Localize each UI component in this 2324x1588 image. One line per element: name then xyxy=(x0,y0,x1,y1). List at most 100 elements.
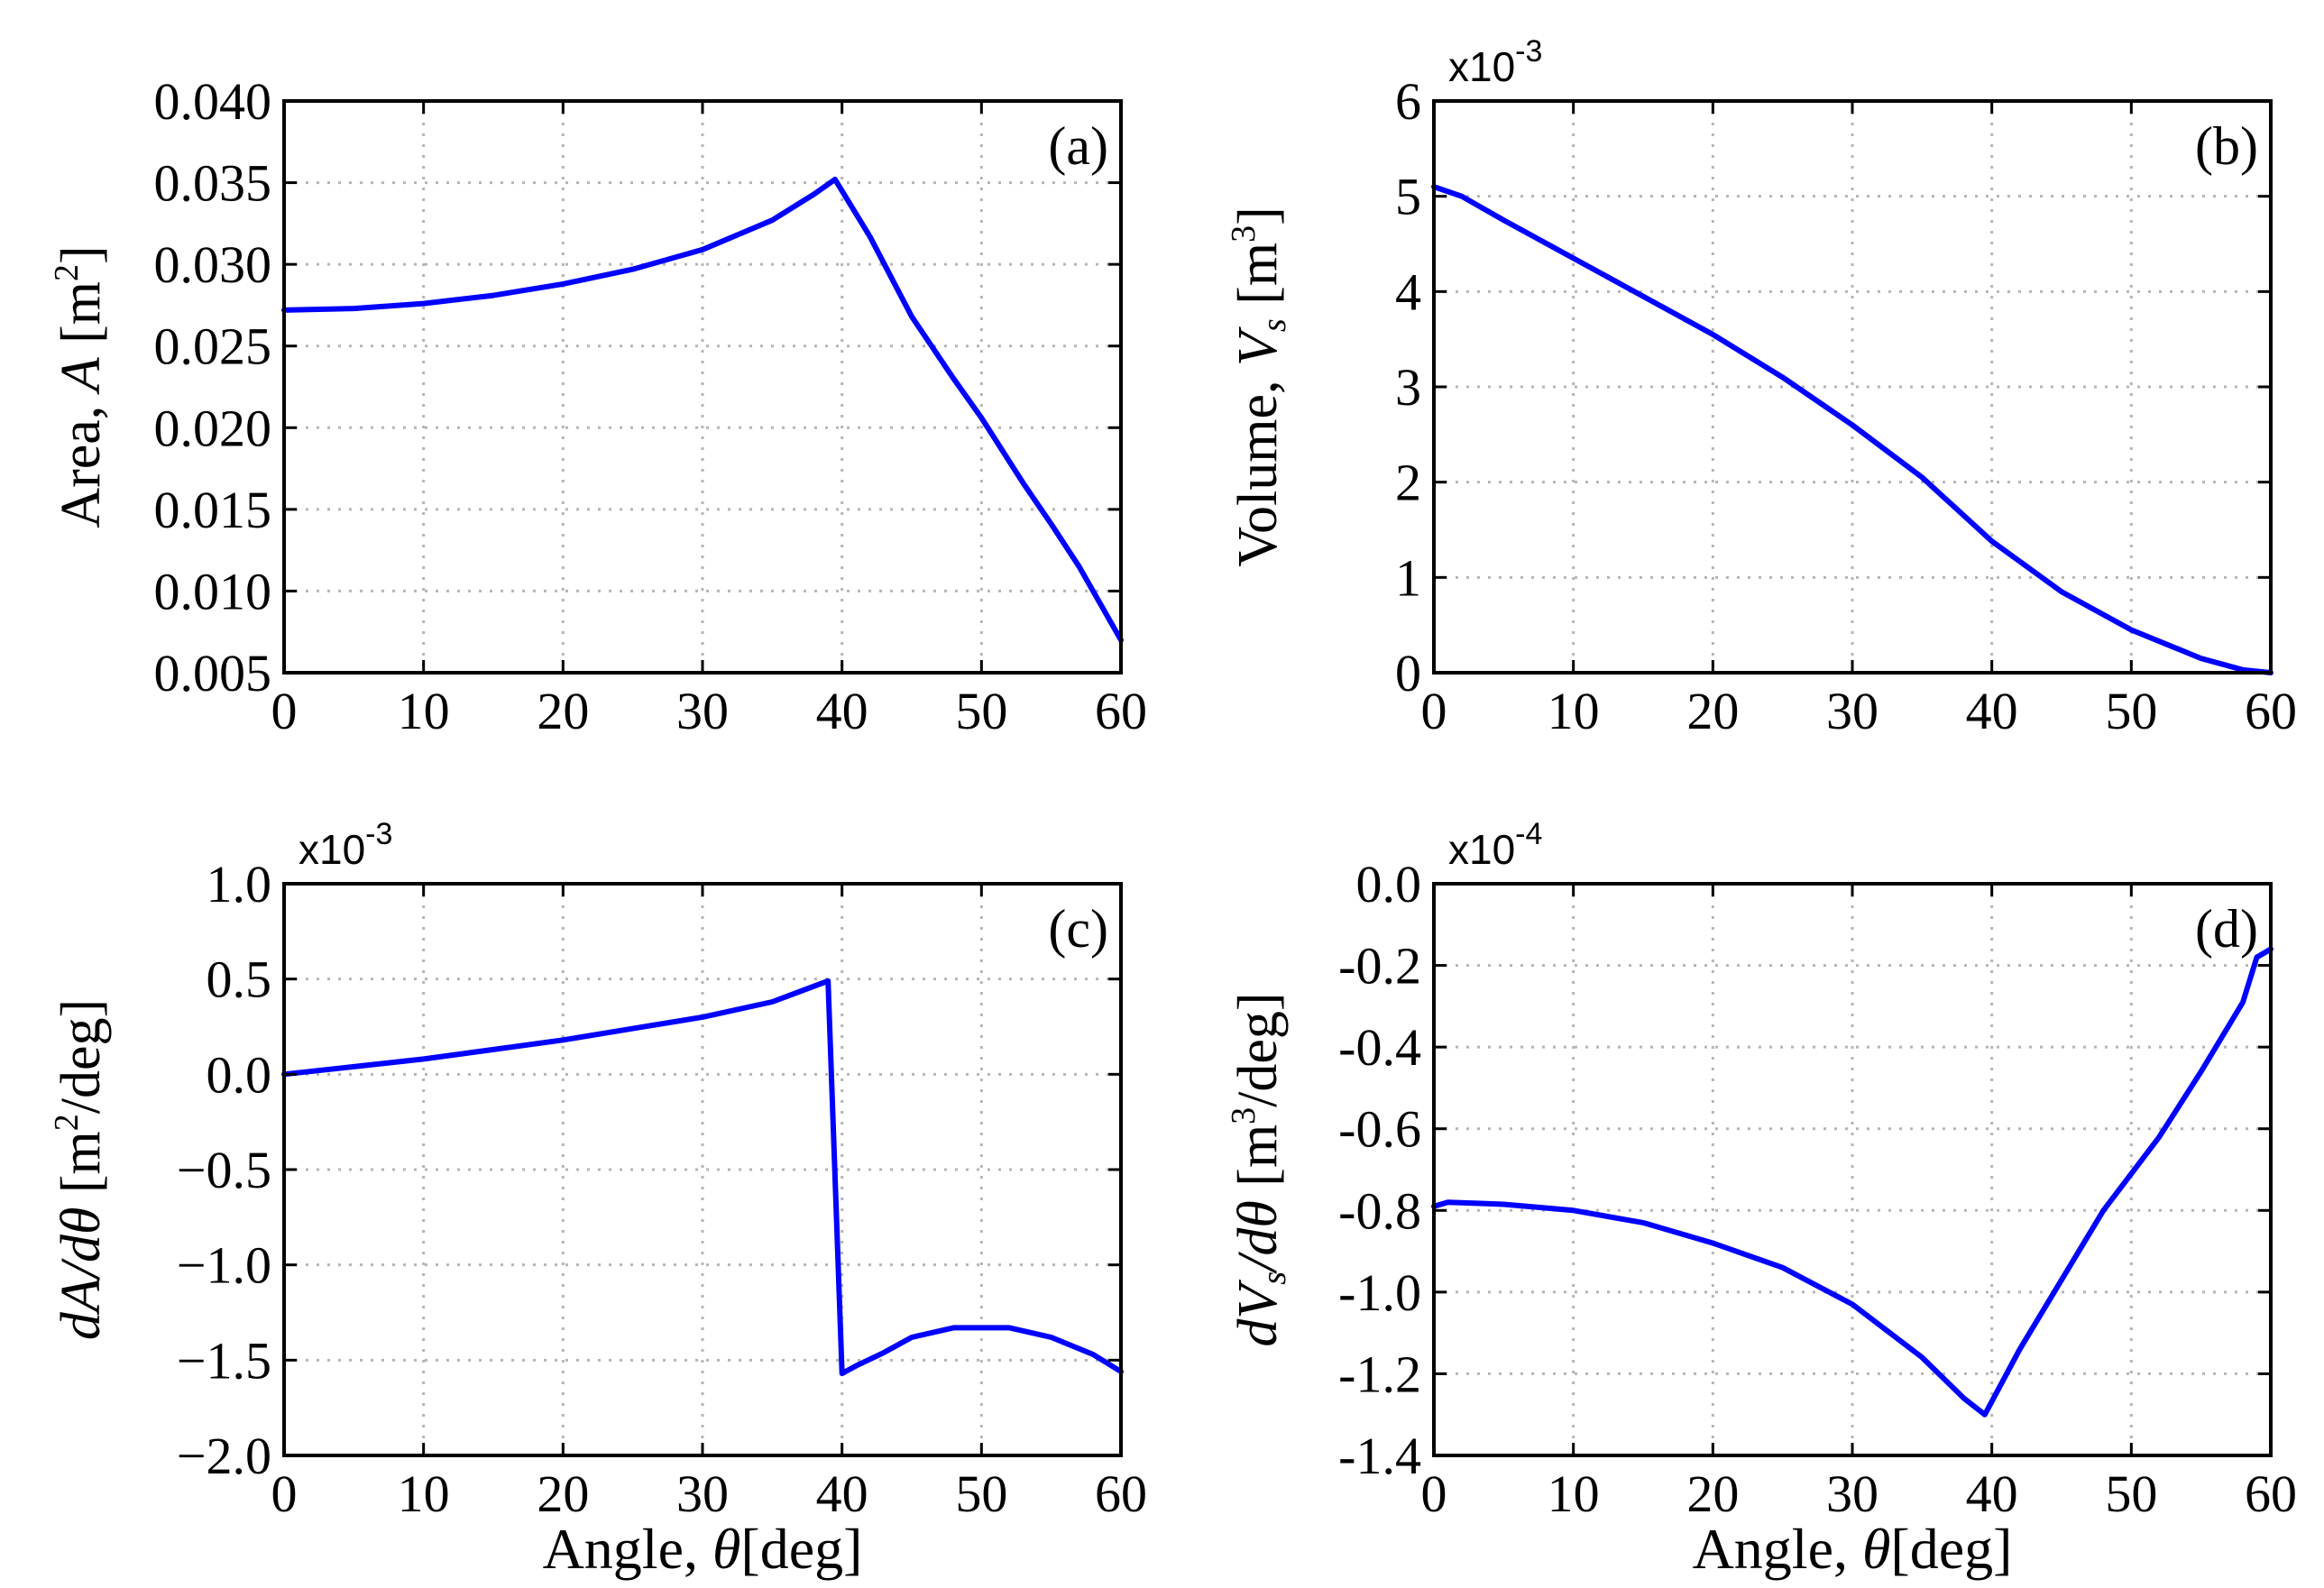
ylabel-subscript: s xyxy=(1255,318,1293,332)
chart-panel-1: 0 10 20 30 40 50 60 0.005 0.010 0.015 0.020 0.025 0.… xyxy=(48,72,1147,740)
ylabel-symbol: A xyxy=(51,356,112,395)
x-tick-label: 30 xyxy=(676,682,729,740)
x-tick-label: 40 xyxy=(816,1464,868,1523)
ylabel-superscript: 3 xyxy=(1225,225,1263,243)
x-tick-label: 40 xyxy=(1966,1464,2018,1523)
y-tick-label: 6 xyxy=(1395,72,1421,131)
ylabel-unit: [m xyxy=(51,1131,112,1207)
y-tick-label: 1.0 xyxy=(207,855,272,913)
y-tick-label: −0.5 xyxy=(177,1141,271,1199)
x-tick-label: 20 xyxy=(1686,682,1739,740)
y-tick-label: 0.035 xyxy=(154,154,272,213)
x-tick-label: 20 xyxy=(537,682,589,740)
ylabel-superscript: 2 xyxy=(48,1114,86,1131)
x-tick-label: 0 xyxy=(271,1464,298,1523)
y-tick-label: 0.010 xyxy=(154,562,272,620)
y-tick-label: 0.030 xyxy=(154,235,272,294)
y-tick-label: -0.8 xyxy=(1338,1181,1421,1240)
ylabel-close: ] xyxy=(51,245,112,264)
x-axis-label: Angle, θ[deg] xyxy=(543,1517,863,1581)
x-tick-label: 10 xyxy=(1548,1464,1600,1523)
y-tick-label: 0.025 xyxy=(154,317,272,376)
ylabel-symbol: V xyxy=(1227,326,1289,366)
x-tick-label: 20 xyxy=(1686,1464,1739,1523)
x-tick-label: 10 xyxy=(398,1464,450,1523)
y-tick-label: 1 xyxy=(1395,548,1421,607)
xlabel-prefix: Angle, xyxy=(543,1517,712,1581)
x-tick-label: 50 xyxy=(2105,1464,2157,1523)
x-tick-label: 50 xyxy=(2105,682,2157,740)
ylabel-prefix: Volume, xyxy=(1227,366,1289,567)
y-tick-label: 5 xyxy=(1395,168,1421,226)
y-tick-label: 0.005 xyxy=(154,644,272,702)
y-axis-label: Volume, Vs [m3] xyxy=(1225,207,1293,566)
y-axis-label: Area, A [m2] xyxy=(48,245,112,528)
y-tick-label: −1.5 xyxy=(177,1331,271,1390)
ylabel-unit: [m xyxy=(51,281,112,357)
ylabel-unit: [m xyxy=(1227,243,1289,318)
y-tick-label: 0.5 xyxy=(207,950,272,1009)
plot-frame xyxy=(282,882,1123,1457)
y-tick-label: −1.0 xyxy=(177,1236,271,1295)
multiplier-exponent: -3 xyxy=(1515,34,1542,69)
ylabel-subscript: s xyxy=(1255,1271,1293,1285)
x-tick-label: 40 xyxy=(816,682,868,740)
multiplier-base: x10 xyxy=(1448,43,1515,90)
x-tick-label: 10 xyxy=(1548,682,1600,740)
x-tick-label: 30 xyxy=(676,1464,729,1523)
x-tick-label: 30 xyxy=(1826,682,1878,740)
ylabel-unit: [m xyxy=(1227,1124,1289,1200)
y-tick-label: -1.2 xyxy=(1338,1345,1421,1403)
y-tick-label: -0.4 xyxy=(1338,1018,1421,1077)
multiplier-exponent: -4 xyxy=(1515,817,1542,851)
panel-label: (c) xyxy=(1048,899,1108,959)
x-tick-label: 60 xyxy=(1095,1464,1147,1523)
xlabel-prefix: Angle, xyxy=(1693,1517,1862,1581)
xlabel-symbol: θ xyxy=(1862,1517,1890,1581)
x-tick-label: 20 xyxy=(537,1464,589,1523)
panel-label: (d) xyxy=(2195,899,2258,959)
x-tick-label: 50 xyxy=(955,682,1007,740)
y-tick-label: -0.2 xyxy=(1338,937,1421,996)
series-line-1 xyxy=(1431,946,2273,1418)
y-tick-label: 4 xyxy=(1395,262,1421,321)
chart-panel-3: 0 10 20 30 40 50 60 −2.0 −1.5 −1.0 −0.5 0.0 0.5 1.0 (c… xyxy=(48,817,1147,1581)
ylabel-superscript: 2 xyxy=(48,264,86,281)
x-tick-label: 30 xyxy=(1826,1464,1878,1523)
x-tick-label: 0 xyxy=(271,682,298,740)
axis-multiplier: x10-4 xyxy=(1448,817,1542,873)
y-tick-label: 0.040 xyxy=(154,72,272,131)
axis-multiplier: x10-3 xyxy=(1448,34,1542,90)
panel-label: (b) xyxy=(2195,116,2258,176)
x-axis-label: Angle, θ[deg] xyxy=(1693,1517,2013,1581)
ylabel-close: /deg] xyxy=(1227,992,1289,1106)
x-tick-label: 40 xyxy=(1966,682,2018,740)
x-tick-label: 0 xyxy=(1421,1464,1447,1523)
y-tick-label: 0.0 xyxy=(207,1045,272,1104)
y-tick-label: 3 xyxy=(1395,358,1421,417)
x-tick-label: 60 xyxy=(1095,682,1147,740)
ylabel-close: /deg] xyxy=(51,999,112,1114)
x-tick-label: 0 xyxy=(1421,682,1447,740)
axis-multiplier: x10-3 xyxy=(299,817,392,873)
y-tick-label: 0.015 xyxy=(154,481,272,539)
xlabel-symbol: θ xyxy=(712,1517,740,1581)
ylabel-symbol: dA/dθ xyxy=(51,1207,112,1341)
x-tick-label: 10 xyxy=(398,682,450,740)
x-tick-label: 50 xyxy=(955,1464,1007,1523)
y-tick-label: −2.0 xyxy=(177,1427,271,1485)
ylabel-symbol-tail: /dθ xyxy=(1227,1200,1289,1274)
chart-panel-2: 0 10 20 30 40 50 60 0 1 2 3 4 5 6 (b) x10-3 Volume, Vs [… xyxy=(1225,34,2297,740)
chart-panel-4: 0 10 20 30 40 50 60 -1.4 -1.2 -1.0 -0.8 -0.6 -0.4 -0.… xyxy=(1225,817,2297,1581)
series-line-1 xyxy=(281,176,1124,643)
ylabel-prefix: Area, xyxy=(51,391,112,528)
x-tick-label: 60 xyxy=(2245,1464,2297,1523)
panel-label: (a) xyxy=(1048,116,1108,176)
multiplier-exponent: -3 xyxy=(365,817,392,851)
y-axis-label: dVs/dθ [m3/deg] xyxy=(1225,992,1293,1346)
xlabel-unit: [deg] xyxy=(1890,1517,2012,1581)
ylabel-symbol: dV xyxy=(1227,1280,1289,1347)
multiplier-base: x10 xyxy=(299,826,365,873)
y-axis-label: dA/dθ [m2/deg] xyxy=(48,999,112,1340)
